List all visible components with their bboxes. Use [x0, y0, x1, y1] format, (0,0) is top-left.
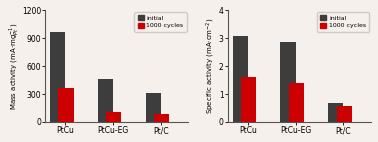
Bar [232, 36, 248, 122]
Bar [280, 42, 296, 122]
Legend: initial, 1000 cycles: initial, 1000 cycles [135, 12, 187, 32]
Bar [59, 88, 74, 122]
Bar [336, 106, 352, 122]
Bar [50, 32, 65, 122]
Bar [241, 77, 256, 122]
Y-axis label: Mass activity (mA·mg$_{Pt}^{-1}$): Mass activity (mA·mg$_{Pt}^{-1}$) [7, 22, 20, 110]
Legend: initial, 1000 cycles: initial, 1000 cycles [317, 12, 369, 32]
Y-axis label: Specific activity (mA·cm$^{-2}$): Specific activity (mA·cm$^{-2}$) [205, 18, 217, 114]
Bar [154, 114, 169, 122]
Bar [146, 93, 161, 122]
Bar [98, 79, 113, 122]
Bar [106, 112, 121, 122]
Bar [328, 103, 343, 122]
Bar [289, 83, 304, 122]
